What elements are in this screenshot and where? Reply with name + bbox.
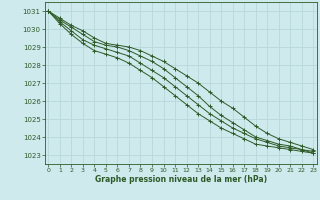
X-axis label: Graphe pression niveau de la mer (hPa): Graphe pression niveau de la mer (hPa): [95, 175, 267, 184]
